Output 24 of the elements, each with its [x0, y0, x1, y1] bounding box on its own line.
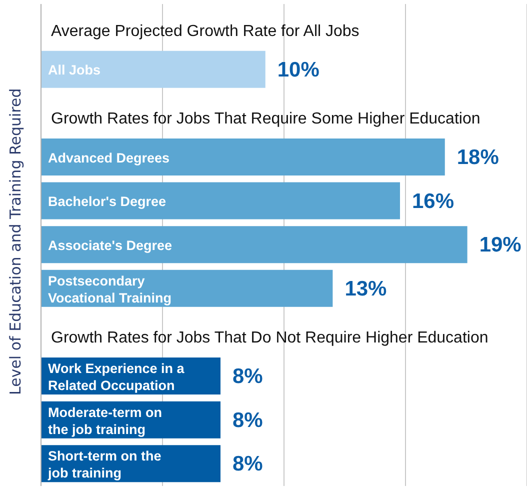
- data-label: 19%: [479, 234, 522, 257]
- y-tick-label: Associate's Degree: [48, 238, 173, 253]
- y-tick-label: Advanced Degrees: [48, 150, 170, 166]
- y-tick-label: All Jobs: [48, 62, 101, 78]
- bar: [41, 182, 400, 220]
- data-label: 13%: [344, 277, 388, 300]
- annotation: Average Projected Growth Rate for All Jobs: [51, 22, 360, 40]
- bar: [41, 50, 266, 88]
- y-axis-title: Level of Education and Training Required: [6, 88, 24, 395]
- data-label: 8%: [232, 408, 264, 432]
- y-tick-label: Bachelor's Degree: [48, 194, 167, 210]
- y-tick-label: Moderate-term on the job training: [48, 404, 162, 437]
- y-tick-label: Work Experience in a Related Occupation: [48, 360, 185, 393]
- y-tick-label: Postsecondary Vocational Training: [48, 273, 172, 306]
- annotation: Growth Rates for Jobs That Require Some Higher Education: [51, 110, 480, 128]
- data-label: 16%: [412, 190, 454, 213]
- bar: [41, 226, 468, 264]
- annotation: Growth Rates for Jobs That Do Not Require Higher Education: [51, 330, 488, 347]
- data-label: 10%: [277, 58, 320, 82]
- y-tick-label: Short-term on the job training: [47, 448, 162, 481]
- data-label: 18%: [456, 146, 500, 169]
- data-label: 8%: [232, 365, 264, 388]
- bar: [41, 138, 445, 176]
- data-label: 8%: [232, 452, 264, 476]
